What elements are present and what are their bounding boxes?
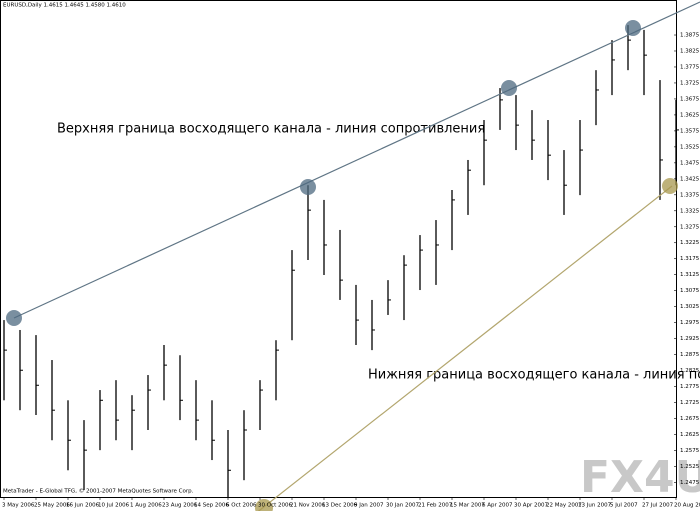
touch-point [255,499,273,511]
y-tick-label: 1.3125 [680,272,700,278]
y-tick-label: 1.2775 [680,384,700,390]
y-tick-label: 1.2675 [680,416,700,422]
x-tick-label: 15 Mar 2007 [450,503,485,509]
y-tick-label: 1.2925 [680,336,700,342]
x-tick-label: 1 Aug 2006 [130,503,162,509]
y-tick-label: 1.3425 [680,176,700,182]
y-tick-label: 1.3575 [680,128,700,134]
y-tick-label: 1.3675 [680,96,700,102]
y-tick-label: 1.3225 [680,240,700,246]
y-tick-label: 1.3875 [680,33,700,39]
y-tick-label: 1.3475 [680,160,700,166]
y-tick-label: 1.3825 [680,48,700,54]
y-tick-label: 1.2625 [680,432,700,438]
touch-point [300,179,316,195]
touch-point [625,20,641,36]
logo: FX4U [580,452,700,503]
bars [3,25,679,499]
x-tick-label: 30 Apr 2007 [514,503,549,509]
y-tick-label: 1.3625 [680,112,700,118]
plot-frame [0,0,677,498]
y-tick-label: 1.3375 [680,192,700,198]
x-tick-label: 13 Dec 2006 [322,503,358,509]
y-tick-label: 1.3025 [680,304,700,310]
x-tick-label: 23 Aug 2006 [162,503,198,509]
x-tick-label: 20 Aug 2007 [674,503,700,509]
y-tick-label: 1.2825 [680,368,700,374]
x-tick-label: 3 May 2006 [2,503,35,509]
y-tick-label: 1.3725 [680,80,700,86]
y-tick-label: 1.3075 [680,288,700,294]
x-tick-label: 5 Jul 2007 [610,503,638,509]
y-tick-label: 1.3325 [680,208,700,214]
y-tick-label: 1.2525 [680,464,700,470]
y-tick-label: 1.2475 [680,480,700,486]
touch-point [662,178,678,194]
x-tick-label: 14 Sep 2006 [194,503,229,509]
y-tick-label: 1.3775 [680,64,700,70]
y-tick-label: 1.2975 [680,320,700,326]
footer: MetaTrader - E-Global TFG, © 2001-2007 M… [3,488,194,495]
y-tick-label: 1.3275 [680,224,700,230]
x-tick-label: 27 Jul 2007 [642,503,674,509]
y-tick-label: 1.3525 [680,144,700,150]
x-tick-label: 30 Oct 2006 [258,503,293,509]
resistance-line [13,1,700,319]
x-tick-label: 21 Nov 2006 [290,503,326,509]
x-tick-label: 6 Apr 2007 [482,503,513,509]
support-label: Нижняя граница восходящего канала - лини… [368,368,700,383]
x-tick-label: 9 Jan 2007 [354,503,384,509]
resistance-label: Верхняя граница восходящего канала - лин… [57,122,485,137]
resistance-touches [6,20,641,326]
x-tick-label: 21 Feb 2007 [418,503,453,509]
y-tick-label: 1.2575 [680,448,700,454]
x-tick-label: 6 Oct 2006 [226,503,257,509]
support-touches [255,178,678,511]
support-line [257,185,673,511]
x-tick-label: 30 Jan 2007 [386,503,419,509]
y-tick-label: 1.2725 [680,400,700,406]
touch-point [6,310,22,326]
y-tick-label: 1.3175 [680,256,700,262]
x-tick-label: 10 Jul 2006 [98,503,130,509]
x-tick-label: 13 Jun 2007 [578,503,612,509]
x-tick-label: 22 May 2007 [546,503,582,509]
y-tick-label: 1.2875 [680,352,700,358]
touch-point [501,80,517,96]
x-tick-label: 25 May 2006 [34,503,70,509]
x-tick-label: 16 Jun 2006 [66,503,100,509]
header: EURUSD,Daily 1.4615 1.4645 1.4580 1.4610 [3,3,126,9]
